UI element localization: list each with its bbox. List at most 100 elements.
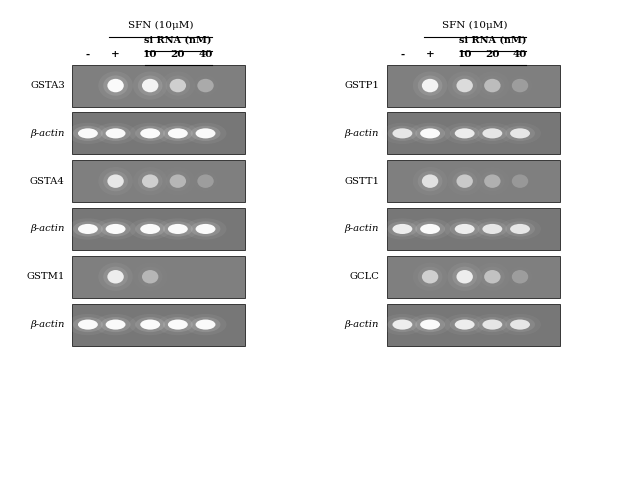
Ellipse shape <box>185 123 226 144</box>
Ellipse shape <box>444 123 486 144</box>
Ellipse shape <box>95 218 136 239</box>
Ellipse shape <box>138 171 162 191</box>
Text: -: - <box>86 50 90 59</box>
Text: si RNA (nM): si RNA (nM) <box>144 35 211 44</box>
Text: si RNA (nM): si RNA (nM) <box>459 35 526 44</box>
Ellipse shape <box>67 123 109 144</box>
Ellipse shape <box>163 126 192 141</box>
Ellipse shape <box>472 218 513 239</box>
Text: GSTM1: GSTM1 <box>26 272 65 281</box>
Ellipse shape <box>140 319 160 330</box>
Ellipse shape <box>418 267 442 287</box>
Ellipse shape <box>415 126 445 141</box>
Bar <box>72 208 245 250</box>
Ellipse shape <box>67 218 109 239</box>
Ellipse shape <box>457 174 473 188</box>
Text: SFN (10μM): SFN (10μM) <box>128 21 193 30</box>
Ellipse shape <box>444 218 486 239</box>
Bar <box>72 112 245 154</box>
Ellipse shape <box>512 79 528 92</box>
Ellipse shape <box>135 317 165 332</box>
Ellipse shape <box>142 174 159 188</box>
Text: β-actin: β-actin <box>345 320 379 329</box>
Ellipse shape <box>165 76 190 96</box>
Ellipse shape <box>477 317 507 332</box>
Ellipse shape <box>409 123 451 144</box>
Ellipse shape <box>409 218 451 239</box>
Ellipse shape <box>168 224 188 234</box>
Ellipse shape <box>392 128 413 139</box>
Ellipse shape <box>452 76 477 96</box>
Ellipse shape <box>450 221 479 237</box>
Ellipse shape <box>420 224 440 234</box>
Text: 20: 20 <box>170 50 185 59</box>
Ellipse shape <box>135 221 165 237</box>
Bar <box>72 65 245 107</box>
Ellipse shape <box>106 319 126 330</box>
Ellipse shape <box>78 319 98 330</box>
Ellipse shape <box>447 262 482 291</box>
Text: GSTA4: GSTA4 <box>30 177 65 185</box>
Ellipse shape <box>484 79 501 92</box>
Ellipse shape <box>168 128 188 139</box>
Ellipse shape <box>457 79 473 92</box>
Text: β-actin: β-actin <box>345 129 379 138</box>
Ellipse shape <box>482 128 503 139</box>
Text: 20: 20 <box>485 50 499 59</box>
Ellipse shape <box>510 128 530 139</box>
Ellipse shape <box>196 128 216 139</box>
Ellipse shape <box>165 171 190 191</box>
Bar <box>387 65 560 107</box>
Ellipse shape <box>108 270 124 283</box>
Text: +: + <box>111 50 120 59</box>
Ellipse shape <box>185 314 226 335</box>
Ellipse shape <box>73 317 103 332</box>
Ellipse shape <box>157 218 199 239</box>
Ellipse shape <box>98 262 133 291</box>
Ellipse shape <box>101 126 130 141</box>
Bar <box>387 304 560 346</box>
Ellipse shape <box>135 126 165 141</box>
Ellipse shape <box>101 317 130 332</box>
Ellipse shape <box>198 174 214 188</box>
Text: 10: 10 <box>457 50 472 59</box>
Ellipse shape <box>455 128 475 139</box>
Ellipse shape <box>418 76 442 96</box>
Ellipse shape <box>477 126 507 141</box>
Ellipse shape <box>422 270 438 283</box>
Ellipse shape <box>103 267 128 287</box>
Ellipse shape <box>98 71 133 100</box>
Text: -: - <box>400 50 404 59</box>
Ellipse shape <box>455 224 475 234</box>
Ellipse shape <box>510 319 530 330</box>
Ellipse shape <box>106 128 126 139</box>
Ellipse shape <box>142 79 159 92</box>
Ellipse shape <box>108 174 124 188</box>
Ellipse shape <box>480 267 504 287</box>
Ellipse shape <box>510 224 530 234</box>
Ellipse shape <box>106 224 126 234</box>
Ellipse shape <box>387 126 417 141</box>
Ellipse shape <box>499 314 541 335</box>
Ellipse shape <box>415 317 445 332</box>
Ellipse shape <box>98 167 133 196</box>
Ellipse shape <box>382 218 423 239</box>
Ellipse shape <box>484 174 501 188</box>
Ellipse shape <box>101 221 130 237</box>
Ellipse shape <box>130 123 171 144</box>
Ellipse shape <box>450 317 479 332</box>
Ellipse shape <box>499 218 541 239</box>
Ellipse shape <box>418 171 442 191</box>
Ellipse shape <box>73 126 103 141</box>
Ellipse shape <box>452 171 477 191</box>
Ellipse shape <box>512 270 528 283</box>
Ellipse shape <box>452 267 477 287</box>
Text: GSTT1: GSTT1 <box>344 177 379 185</box>
Ellipse shape <box>73 221 103 237</box>
Ellipse shape <box>480 76 504 96</box>
Ellipse shape <box>482 319 503 330</box>
Bar <box>72 256 245 298</box>
Ellipse shape <box>472 314 513 335</box>
Ellipse shape <box>108 79 124 92</box>
Ellipse shape <box>382 123 423 144</box>
